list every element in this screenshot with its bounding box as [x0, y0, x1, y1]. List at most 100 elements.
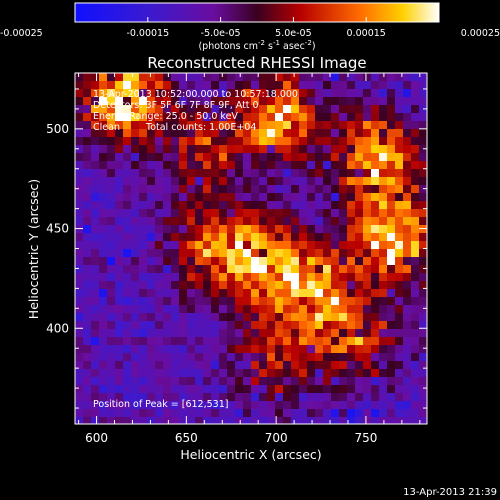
heatmap-cell — [179, 321, 188, 330]
heatmap-cell — [155, 177, 164, 186]
heatmap-cell — [371, 297, 380, 306]
heatmap-cell — [347, 97, 356, 106]
heatmap-cell — [363, 89, 372, 98]
heatmap-cell — [75, 185, 84, 194]
heatmap-cell — [99, 257, 108, 266]
heatmap-cell — [323, 337, 332, 346]
heatmap-cell — [155, 377, 164, 386]
heatmap-cell — [299, 121, 308, 130]
heatmap-cell — [171, 121, 180, 130]
heatmap-cell — [235, 257, 244, 266]
heatmap-cell — [179, 377, 188, 386]
colorbar-tick-label: 0.00015 — [347, 28, 386, 39]
heatmap-cell — [235, 193, 244, 202]
heatmap-cell — [387, 361, 396, 370]
heatmap-cell — [91, 137, 100, 146]
heatmap-cell — [131, 305, 140, 314]
heatmap-cell — [243, 289, 252, 298]
heatmap-cell — [163, 121, 172, 130]
heatmap-cell — [419, 377, 428, 386]
heatmap-cell — [83, 97, 92, 106]
heatmap-cell — [115, 73, 124, 82]
heatmap-cell — [403, 401, 412, 410]
heatmap-cell — [355, 217, 364, 226]
heatmap-cell — [179, 409, 188, 418]
heatmap-cell — [283, 289, 292, 298]
heatmap-cell — [259, 89, 268, 98]
heatmap-cell — [331, 89, 340, 98]
heatmap-cell — [347, 265, 356, 274]
heatmap-cell — [155, 209, 164, 218]
heatmap-cell — [219, 249, 228, 258]
heatmap-cell — [83, 121, 92, 130]
heatmap-cell — [171, 209, 180, 218]
heatmap-cell — [419, 161, 428, 170]
heatmap-cell — [283, 81, 292, 90]
heatmap-cell — [411, 225, 420, 234]
heatmap-cell — [339, 313, 348, 322]
heatmap-cell — [379, 321, 388, 330]
heatmap-cell — [275, 417, 284, 425]
heatmap-cell — [75, 201, 84, 210]
heatmap-cell — [147, 297, 156, 306]
heatmap-cell — [395, 249, 404, 258]
heatmap-cell — [75, 89, 84, 98]
heatmap-cell — [171, 265, 180, 274]
heatmap-cell — [187, 185, 196, 194]
heatmap-cell — [171, 201, 180, 210]
heatmap-cell — [419, 225, 428, 234]
heatmap-cell — [131, 345, 140, 354]
heatmap-cell — [291, 257, 300, 266]
heatmap-cell — [243, 265, 252, 274]
heatmap-cell — [259, 361, 268, 370]
heatmap-cell — [379, 241, 388, 250]
heatmap-cell — [163, 289, 172, 298]
heatmap-cell — [371, 337, 380, 346]
heatmap-cell — [203, 137, 212, 146]
heatmap-cell — [123, 369, 132, 378]
heatmap-cell — [243, 401, 252, 410]
heatmap-cell — [251, 249, 260, 258]
heatmap-cell — [179, 113, 188, 122]
heatmap-cell — [235, 89, 244, 98]
heatmap-cell — [331, 409, 340, 418]
heatmap-cell — [195, 81, 204, 90]
heatmap-cell — [395, 137, 404, 146]
heatmap-cell — [251, 81, 260, 90]
heatmap-cell — [147, 273, 156, 282]
heatmap-cell — [259, 281, 268, 290]
heatmap-cell — [275, 161, 284, 170]
heatmap-cell — [403, 377, 412, 386]
heatmap-cell — [219, 329, 228, 338]
heatmap-cell — [155, 201, 164, 210]
heatmap-cell — [139, 417, 148, 425]
heatmap-cell — [403, 337, 412, 346]
heatmap-cell — [371, 321, 380, 330]
heatmap-cell — [403, 217, 412, 226]
heatmap-cell — [331, 137, 340, 146]
heatmap-cell — [395, 129, 404, 138]
heatmap-cell — [291, 249, 300, 258]
heatmap-cell — [323, 121, 332, 130]
heatmap-cell — [347, 369, 356, 378]
heatmap-cell — [251, 121, 260, 130]
heatmap-cell — [323, 321, 332, 330]
heatmap-cell — [299, 417, 308, 425]
heatmap-cell — [243, 145, 252, 154]
heatmap-cell — [227, 361, 236, 370]
heatmap-cell — [251, 169, 260, 178]
heatmap-cell — [275, 241, 284, 250]
heatmap-cell — [395, 297, 404, 306]
heatmap-cell — [411, 249, 420, 258]
heatmap-cell — [163, 137, 172, 146]
heatmap-cell — [187, 169, 196, 178]
heatmap-cell — [179, 329, 188, 338]
heatmap-cell — [347, 249, 356, 258]
heatmap-cell — [371, 281, 380, 290]
heatmap-cell — [227, 273, 236, 282]
heatmap-cell — [171, 305, 180, 314]
heatmap-cell — [363, 121, 372, 130]
heatmap-cell — [203, 209, 212, 218]
heatmap-cell — [275, 401, 284, 410]
heatmap-cell — [147, 361, 156, 370]
